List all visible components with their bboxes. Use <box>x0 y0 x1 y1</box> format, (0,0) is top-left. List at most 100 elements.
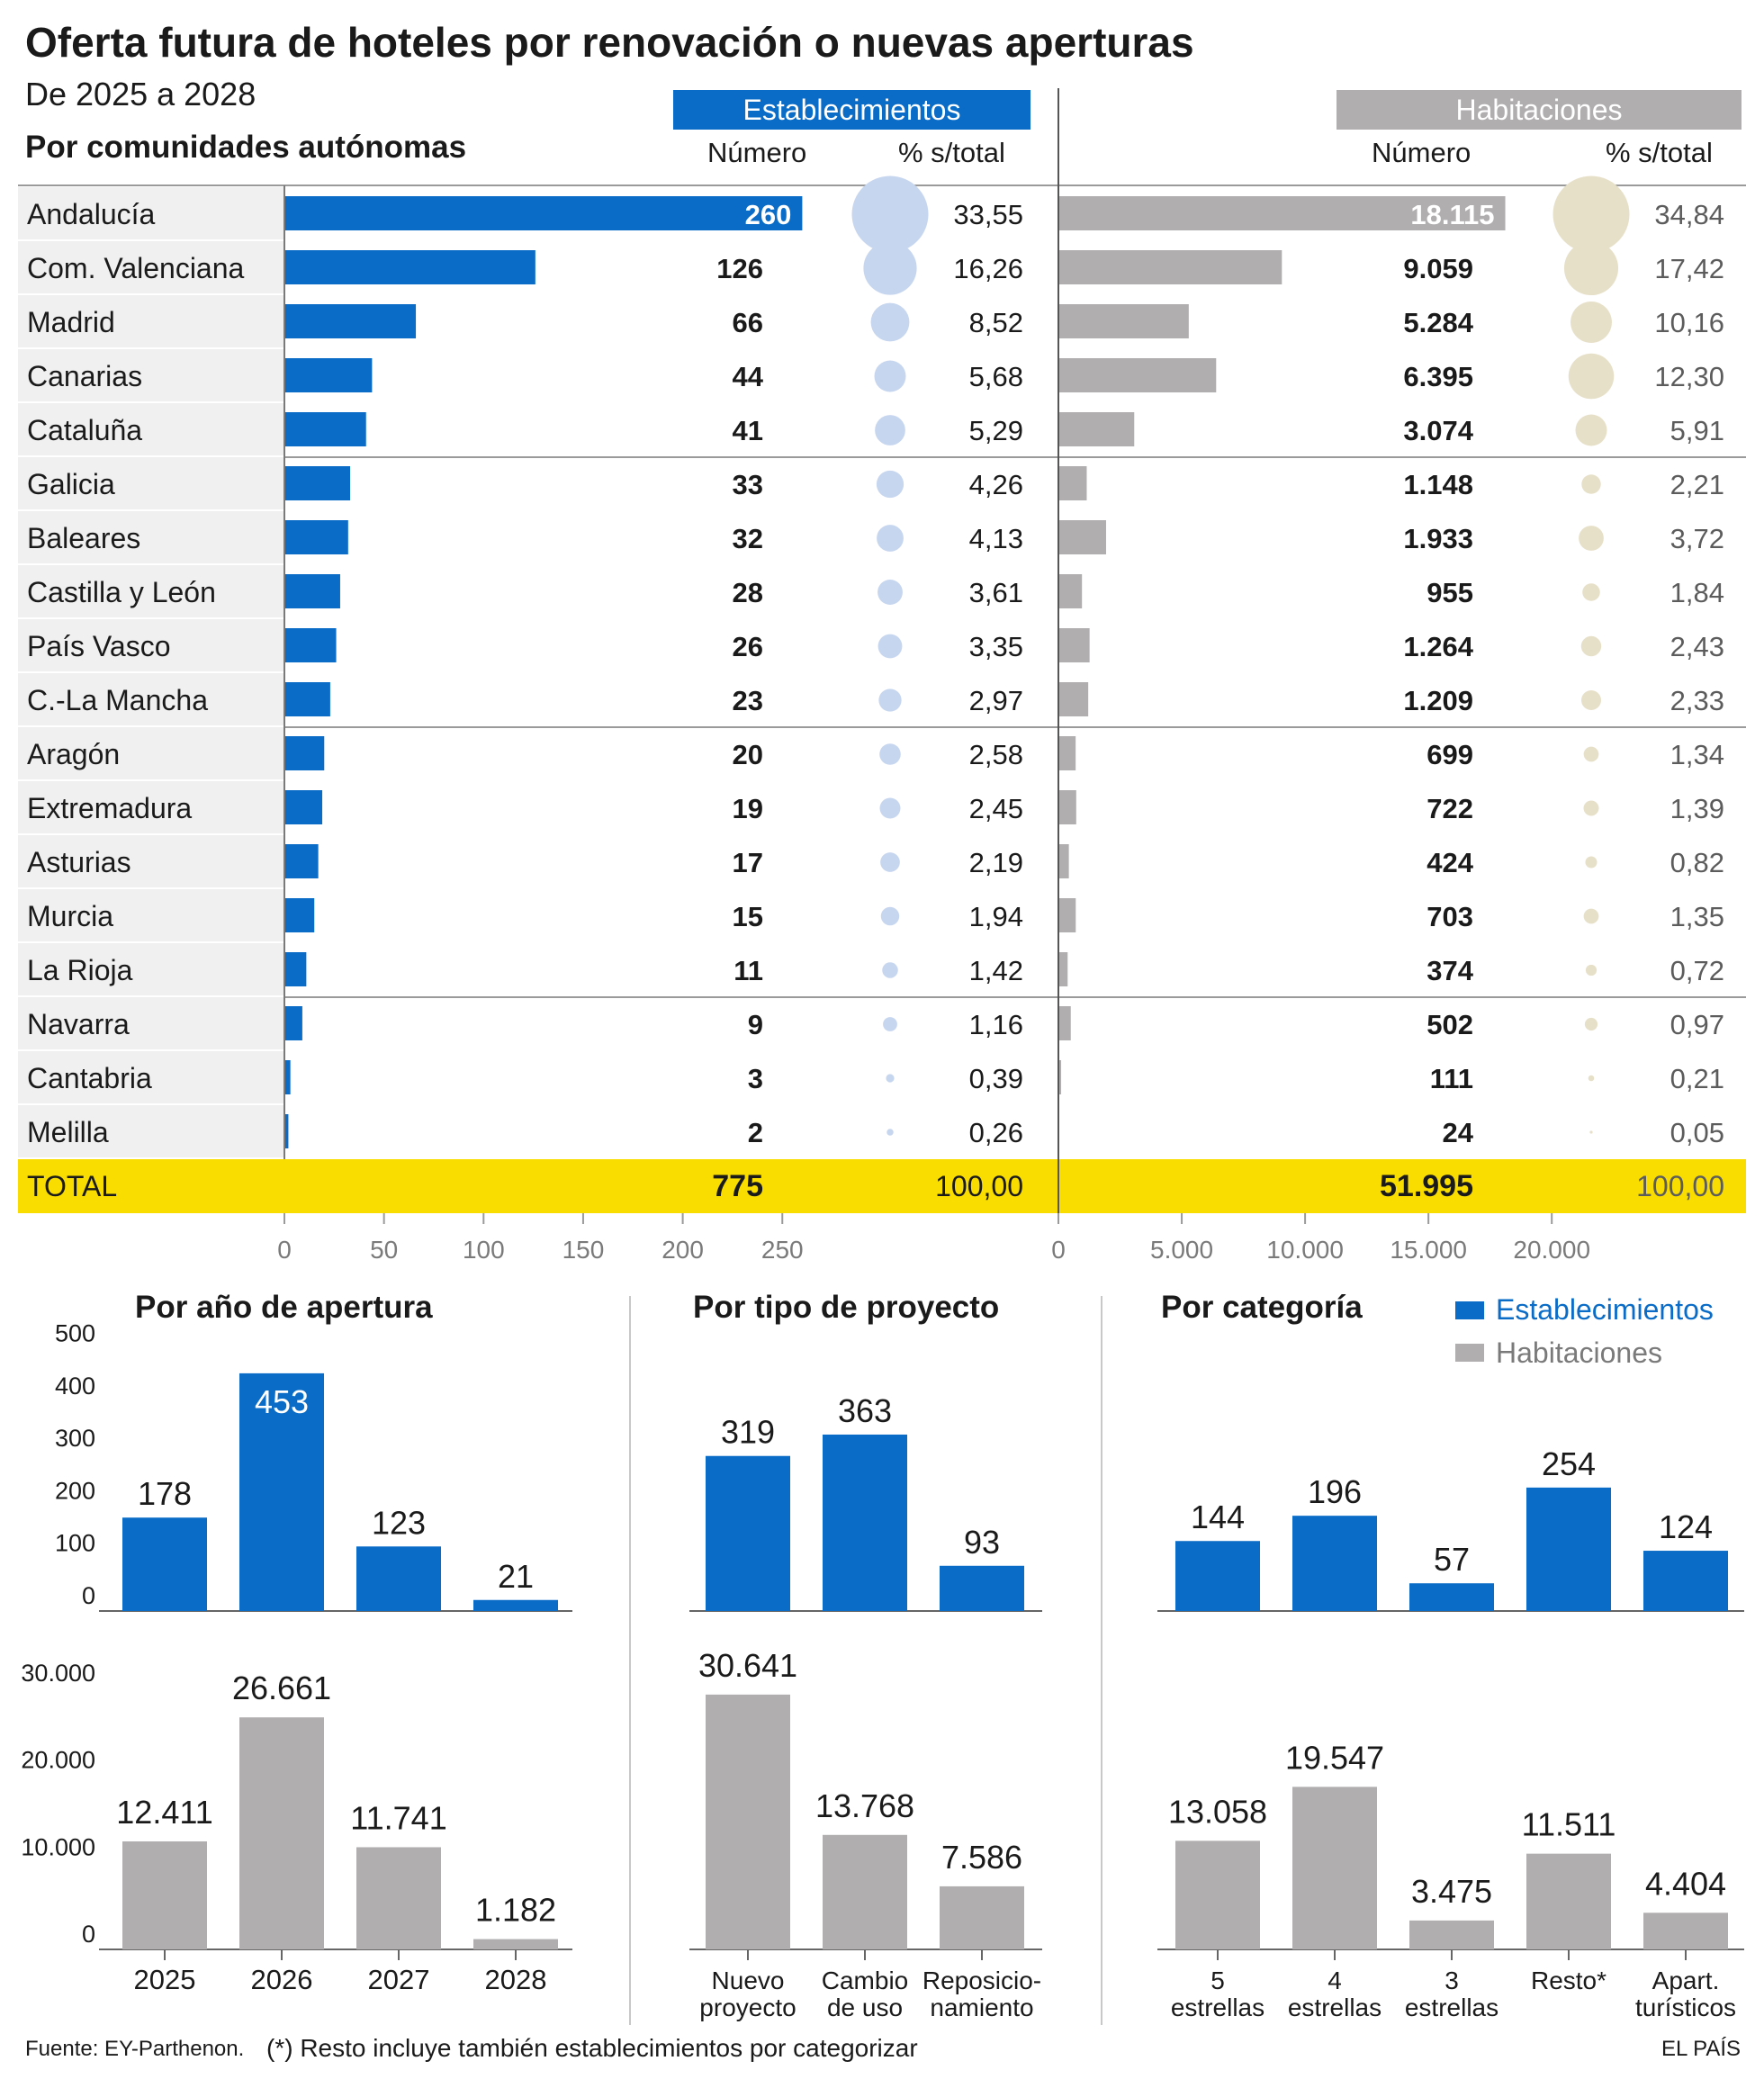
hab-pct-circle <box>1563 240 1619 296</box>
est-bar-label: 124 <box>1659 1508 1713 1545</box>
category-label: Reposicio- <box>922 1966 1041 1994</box>
est-axis-tick-label: 0 <box>277 1236 292 1264</box>
hab-bar <box>706 1694 790 1949</box>
hab-pct-circle <box>1570 302 1612 343</box>
est-pct-circle <box>880 852 900 872</box>
est-pct-circle <box>878 688 902 712</box>
est-bar-label: 319 <box>721 1414 775 1451</box>
category-label: estrellas <box>1171 1994 1264 2021</box>
est-bar <box>284 304 417 338</box>
est-bar <box>1643 1551 1728 1611</box>
est-pct-header: % s/total <box>898 137 1005 168</box>
total-hab-value: 51.995 <box>1380 1169 1473 1203</box>
hab-pct-label: 0,97 <box>1670 1009 1724 1040</box>
hab-bar <box>1058 520 1106 554</box>
hab-pct-circle <box>1552 176 1630 253</box>
row-name-cell <box>18 835 284 887</box>
est-pct-label: 2,19 <box>969 847 1023 878</box>
est-pct-circle <box>878 634 903 659</box>
section-title-ccaa: Por comunidades autónomas <box>25 130 467 165</box>
est-value-label: 32 <box>733 523 763 554</box>
row-name-cell <box>18 1105 284 1157</box>
hab-axis-tick-label: 5.000 <box>1150 1236 1213 1264</box>
hab-axis-tick-label: 15.000 <box>1390 1236 1467 1264</box>
hab-pct-circle <box>1580 635 1602 657</box>
est-bar <box>284 1060 291 1094</box>
est-axis-tick-label: 50 <box>370 1236 398 1264</box>
hab-bar <box>122 1840 207 1949</box>
est-pct-circle <box>874 360 906 392</box>
est-y-tick-label: 400 <box>55 1372 95 1400</box>
hab-pct-circle <box>1585 964 1598 976</box>
est-bar <box>122 1517 207 1611</box>
hab-pct-label: 2,21 <box>1670 469 1724 500</box>
est-bar <box>706 1455 790 1611</box>
hab-pct-circle <box>1588 1075 1595 1082</box>
chart-title: Oferta futura de hoteles por renovación … <box>25 19 1194 66</box>
region-label: País Vasco <box>27 630 170 662</box>
hab-pct-circle <box>1568 353 1615 400</box>
est-pct-circle <box>880 906 900 926</box>
est-y-tick-label: 200 <box>55 1477 95 1504</box>
hab-bar <box>1175 1840 1260 1949</box>
region-label: C.-La Mancha <box>27 684 208 716</box>
hab-bar <box>1058 250 1282 284</box>
est-bar-label: 178 <box>138 1475 192 1512</box>
hab-value-label: 374 <box>1426 955 1473 986</box>
hab-bar <box>473 1939 558 1949</box>
hab-pct-circle <box>1589 1130 1593 1134</box>
hab-bar <box>1643 1912 1728 1949</box>
est-pct-label: 3,61 <box>969 577 1023 608</box>
hab-value-label: 111 <box>1430 1063 1473 1094</box>
hab-pct-circle <box>1585 856 1598 868</box>
category-label: 5 <box>1210 1966 1225 1994</box>
est-pct-circle <box>879 797 901 819</box>
est-bar <box>284 898 315 932</box>
hab-bar <box>940 1886 1024 1949</box>
est-pct-circle <box>883 1017 897 1031</box>
category-label: Nuevo <box>712 1966 785 1994</box>
hab-pct-label: 1,35 <box>1670 901 1724 932</box>
total-est-pct: 100,00 <box>935 1170 1023 1202</box>
region-label: Navarra <box>27 1008 130 1040</box>
est-bar-label: 254 <box>1542 1445 1596 1482</box>
region-label: Murcia <box>27 900 113 932</box>
est-pct-label: 4,13 <box>969 523 1023 554</box>
est-bar <box>284 250 536 284</box>
hab-bar <box>1292 1786 1377 1949</box>
est-value-label: 3 <box>748 1063 763 1094</box>
est-bar <box>284 1006 302 1040</box>
region-label: Castilla y León <box>27 576 216 608</box>
row-name-cell <box>18 187 284 239</box>
row-name-cell <box>18 565 284 617</box>
hab-pct-circle <box>1583 908 1599 924</box>
hab-bar-label: 13.058 <box>1168 1793 1267 1830</box>
hab-bar <box>1058 844 1069 878</box>
row-name-cell <box>18 619 284 671</box>
est-value-label: 126 <box>716 253 763 284</box>
est-axis-tick-label: 200 <box>662 1236 704 1264</box>
header-establecimientos: Establecimientos <box>673 90 1030 130</box>
category-label: estrellas <box>1288 1994 1382 2021</box>
hab-bar <box>1058 898 1076 932</box>
est-pct-circle <box>863 241 917 295</box>
hab-pct-label: 2,43 <box>1670 631 1724 662</box>
est-pct-circle <box>851 176 929 253</box>
hab-bar <box>1058 1006 1071 1040</box>
legend-label-hab: Habitaciones <box>1496 1336 1662 1369</box>
est-value-label: 33 <box>733 469 763 500</box>
footer-source: Fuente: EY-Parthenon. <box>25 2037 245 2061</box>
region-label: Asturias <box>27 846 131 878</box>
hab-pct-label: 0,21 <box>1670 1063 1724 1094</box>
category-label: Resto* <box>1531 1966 1606 1994</box>
est-y-tick-label: 500 <box>55 1320 95 1347</box>
category-label: Apart. <box>1652 1966 1720 1994</box>
hab-pct-circle <box>1584 1017 1598 1031</box>
hab-bar-label: 13.768 <box>815 1787 914 1824</box>
est-value-label: 260 <box>745 199 792 230</box>
hab-bar-label: 19.547 <box>1285 1739 1384 1776</box>
hab-bar-label: 30.641 <box>698 1647 797 1684</box>
header-habitaciones: Habitaciones <box>1336 90 1742 130</box>
hab-pct-circle <box>1582 583 1600 601</box>
row-name-cell <box>18 241 284 293</box>
